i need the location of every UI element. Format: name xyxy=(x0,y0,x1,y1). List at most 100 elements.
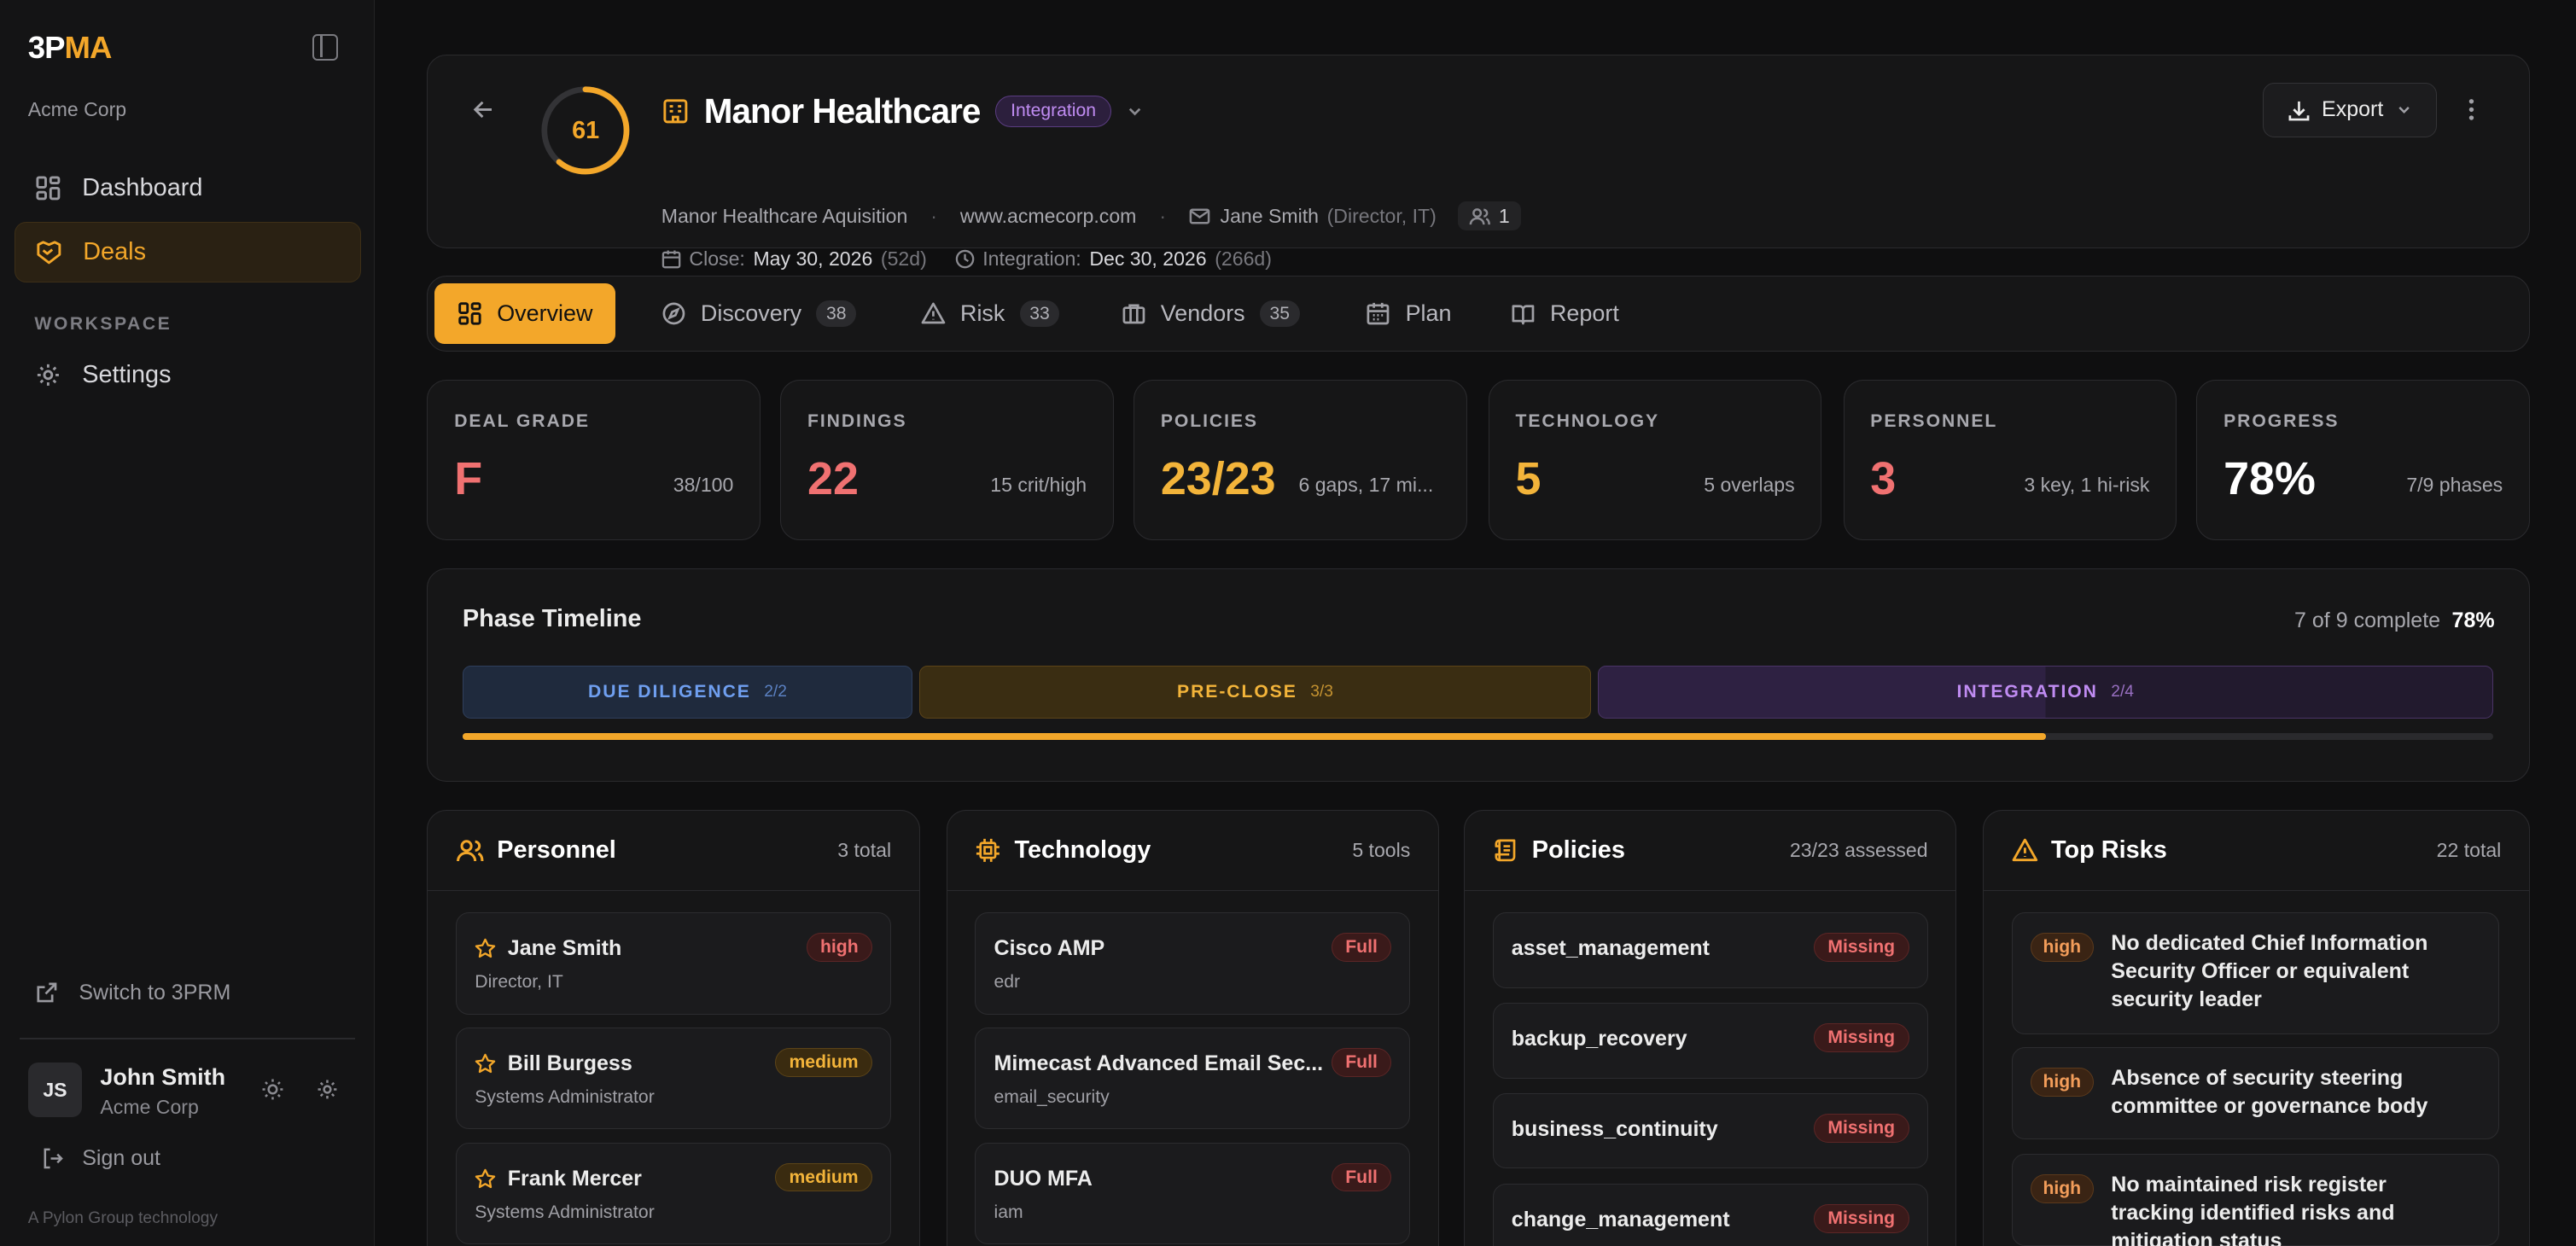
switch-product-link[interactable]: Switch to 3PRM xyxy=(34,981,230,1005)
tab-risk[interactable]: Risk 33 xyxy=(898,283,1082,344)
sidebar: 3PMA Acme Corp Dashboard Deals WORKSPACE… xyxy=(0,0,375,1246)
technology-item[interactable]: DUO MFA iam Full xyxy=(975,1142,1411,1244)
deal-dates: Close: May 30, 2026 (52d) Integration: D… xyxy=(661,247,1272,271)
deal-description: Manor Healthcare Aquisition xyxy=(661,204,908,227)
cpu-icon xyxy=(975,837,1001,864)
tab-overview[interactable]: Overview xyxy=(434,283,616,345)
stat-card-personnel: PERSONNEL 3 3 key, 1 hi-risk xyxy=(1843,379,2177,541)
back-arrow-icon[interactable] xyxy=(470,96,497,123)
compass-icon xyxy=(661,301,686,326)
policy-status-badge: Missing xyxy=(1813,933,1909,962)
personnel-item[interactable]: Frank Mercer Systems Administrator mediu… xyxy=(456,1142,892,1244)
top-risks-panel: Top Risks 22 total high No dedicated Chi… xyxy=(1983,809,2531,1246)
severity-badge: high xyxy=(2030,1068,2094,1097)
phase-due-diligence[interactable]: DUE DILIGENCE 2/2 xyxy=(462,666,913,719)
building-icon xyxy=(661,97,690,125)
sidebar-item-settings[interactable]: Settings xyxy=(15,345,361,405)
panel-title: Technology xyxy=(1014,836,1151,865)
chevron-down-icon xyxy=(2395,101,2413,119)
personnel-item[interactable]: Jane Smith Director, IT high xyxy=(456,912,892,1015)
technology-panel: Technology 5 tools Cisco AMP edr Full Mi… xyxy=(946,809,1440,1246)
policy-status-badge: Missing xyxy=(1813,1114,1909,1143)
users-icon xyxy=(456,836,484,865)
star-icon[interactable] xyxy=(475,1168,496,1190)
star-icon[interactable] xyxy=(475,1053,496,1074)
tab-plan[interactable]: Plan xyxy=(1343,283,1474,344)
sidebar-item-label: Dashboard xyxy=(82,173,203,201)
timeline-progress-track xyxy=(462,733,2493,741)
integration-date: Dec 30, 2026 xyxy=(1089,247,1207,270)
close-days: (52d) xyxy=(880,247,927,270)
timeline-title: Phase Timeline xyxy=(462,605,642,633)
risk-item[interactable]: high Absence of security steering commit… xyxy=(2011,1047,2500,1139)
overlap-badge: Full xyxy=(1331,933,1392,962)
sidebar-item-deals[interactable]: Deals xyxy=(15,221,362,283)
book-icon xyxy=(1511,301,1536,326)
tab-vendors[interactable]: Vendors 35 xyxy=(1099,283,1323,344)
personnel-item[interactable]: Bill Burgess Systems Administrator mediu… xyxy=(456,1027,892,1130)
avatar[interactable]: JS xyxy=(27,1063,83,1117)
calendar-icon xyxy=(661,249,681,269)
org-name: Acme Corp xyxy=(27,98,127,121)
sidebar-item-label: Deals xyxy=(83,237,147,265)
users-icon xyxy=(1469,206,1491,227)
panel-title: Personnel xyxy=(497,836,616,865)
sign-out-button[interactable]: Sign out xyxy=(41,1146,160,1171)
policy-item[interactable]: asset_management Missing xyxy=(1492,912,1928,988)
phase-pre-close[interactable]: PRE-CLOSE 3/3 xyxy=(918,666,1592,719)
risk-level-badge: medium xyxy=(775,1048,873,1077)
more-options-icon[interactable] xyxy=(2460,96,2483,123)
score-ring xyxy=(541,86,630,175)
export-button[interactable]: Export xyxy=(2263,83,2438,137)
severity-badge: high xyxy=(2030,933,2094,962)
user-settings-gear-icon[interactable] xyxy=(316,1078,342,1104)
warning-icon xyxy=(2012,837,2038,864)
risk-item[interactable]: high No dedicated Chief Information Secu… xyxy=(2011,912,2500,1034)
policy-item[interactable]: business_continuity Missing xyxy=(1492,1092,1928,1169)
scroll-icon xyxy=(1493,837,1519,864)
technology-item[interactable]: Cisco AMP edr Full xyxy=(975,912,1411,1015)
contact-name[interactable]: Jane Smith xyxy=(1220,204,1319,227)
phase-integration[interactable]: INTEGRATION 2/4 xyxy=(1597,666,2493,719)
sidebar-item-dashboard[interactable]: Dashboard xyxy=(15,158,361,218)
risk-level-badge: high xyxy=(806,933,873,962)
close-date: May 30, 2026 xyxy=(753,247,873,270)
dashboard-icon xyxy=(34,174,62,202)
theme-toggle-sun-icon[interactable] xyxy=(261,1078,288,1104)
stat-card-progress: PROGRESS 78% 7/9 phases xyxy=(2196,379,2531,541)
star-icon[interactable] xyxy=(475,938,496,959)
tab-discovery[interactable]: Discovery 38 xyxy=(638,283,879,344)
personnel-panel: Personnel 3 total Jane Smith Director, I… xyxy=(427,809,920,1246)
grid-icon xyxy=(458,301,482,326)
credit-text: A Pylon Group technology xyxy=(27,1208,219,1227)
clock-icon xyxy=(955,249,975,269)
phase-timeline: Phase Timeline 7 of 9 complete 78% DUE DI… xyxy=(427,568,2531,783)
overlap-badge: Full xyxy=(1331,1048,1392,1077)
risk-item[interactable]: high No maintained risk register trackin… xyxy=(2011,1154,2500,1246)
page-title: Manor Healthcare xyxy=(703,90,982,131)
stage-badge[interactable]: Integration xyxy=(994,95,1112,128)
deal-website[interactable]: www.acmecorp.com xyxy=(959,204,1137,227)
deal-tabs: Overview Discovery 38 Risk 33 Vendors 35 xyxy=(427,276,2531,352)
tab-report[interactable]: Report xyxy=(1488,283,1642,344)
gear-icon xyxy=(34,361,62,389)
stat-card-deal-grade: DEAL GRADE F 38/100 xyxy=(427,379,761,541)
stat-card-findings: FINDINGS 22 15 crit/high xyxy=(780,379,1114,541)
app-logo[interactable]: 3PMA xyxy=(27,29,113,65)
policy-status-badge: Missing xyxy=(1813,1203,1909,1233)
deal-meta: Manor Healthcare Aquisition · www.acmeco… xyxy=(661,201,1522,231)
chevron-down-icon[interactable] xyxy=(1125,102,1145,121)
panel-count: 23/23 assessed xyxy=(1789,839,1928,862)
sidebar-collapse-icon[interactable] xyxy=(312,34,339,61)
policy-item[interactable]: change_management Missing xyxy=(1492,1183,1928,1246)
people-count-chip[interactable]: 1 xyxy=(1457,201,1522,231)
logout-icon xyxy=(41,1147,64,1170)
calendar-icon xyxy=(1366,301,1390,326)
handshake-icon xyxy=(35,238,63,266)
sidebar-item-label: Settings xyxy=(82,361,172,389)
timeline-progress-fill xyxy=(462,733,2047,741)
panel-count: 22 total xyxy=(2436,839,2502,862)
risk-level-badge: medium xyxy=(775,1162,873,1192)
technology-item[interactable]: Mimecast Advanced Email Sec... email_sec… xyxy=(975,1027,1411,1130)
policy-item[interactable]: backup_recovery Missing xyxy=(1492,1003,1928,1079)
